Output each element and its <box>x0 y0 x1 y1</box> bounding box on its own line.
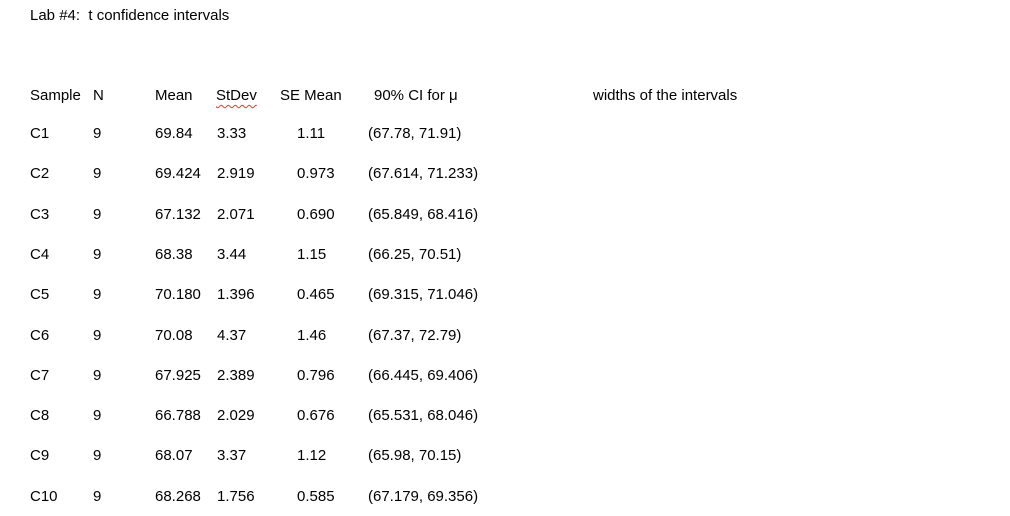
cell-ci: (67.78, 71.91) <box>368 125 462 142</box>
cell-stdev: 2.029 <box>217 407 255 425</box>
cell-stdev: 3.33 <box>217 125 247 142</box>
table-row-c4: C4 9 68.38 3.44 1.15 (66.25, 70.51) <box>0 245 1010 265</box>
cell-sample: C1 <box>30 125 50 142</box>
cell-n: 9 <box>93 366 102 384</box>
cell-sample: C8 <box>30 407 50 425</box>
cell-mean: 68.268 <box>155 487 201 505</box>
cell-se-mean: 0.973 <box>297 165 335 183</box>
table-row-c5: C5 9 70.180 1.396 0.465 (69.315, 71.046) <box>0 285 1010 305</box>
cell-se-mean: 1.11 <box>297 125 326 142</box>
cell-ci: (66.25, 70.51) <box>368 245 462 263</box>
table-row-c8: C8 9 66.788 2.029 0.676 (65.531, 68.046) <box>0 406 1010 426</box>
header-se-mean: SE Mean <box>280 87 342 104</box>
header-sample: Sample <box>30 87 81 104</box>
cell-ci: (65.98, 70.15) <box>368 447 462 465</box>
cell-mean: 68.07 <box>155 447 193 465</box>
cell-n: 9 <box>93 205 102 223</box>
cell-se-mean: 1.46 <box>297 326 327 344</box>
cell-sample: C9 <box>30 447 50 465</box>
table-row-c3: C3 9 67.132 2.071 0.690 (65.849, 68.416) <box>0 205 1010 225</box>
cell-stdev: 2.389 <box>217 366 255 384</box>
cell-n: 9 <box>93 286 102 304</box>
cell-ci: (67.179, 69.356) <box>368 487 479 505</box>
cell-sample: C7 <box>30 366 50 384</box>
cell-mean: 69.424 <box>155 165 201 183</box>
cell-se-mean: 1.15 <box>297 245 327 263</box>
cell-se-mean: 1.12 <box>297 447 327 465</box>
cell-mean: 67.132 <box>155 205 201 223</box>
header-stdev: StDev <box>216 87 257 104</box>
cell-stdev: 1.756 <box>217 487 255 505</box>
cell-n: 9 <box>93 326 102 344</box>
annotation-widths-of-intervals: widths of the intervals <box>593 87 738 104</box>
cell-se-mean: 0.690 <box>297 205 335 223</box>
cell-se-mean: 0.585 <box>297 487 335 505</box>
table-row-c7: C7 9 67.925 2.389 0.796 (66.445, 69.406) <box>0 366 1010 386</box>
cell-sample: C6 <box>30 326 50 344</box>
table-row-c6: C6 9 70.08 4.37 1.46 (67.37, 72.79) <box>0 326 1010 346</box>
header-mean: Mean <box>155 87 193 104</box>
table-row-c1: C1 9 69.84 3.33 1.11 (67.78, 71.91) <box>0 124 1010 144</box>
cell-sample: C5 <box>30 286 50 304</box>
cell-se-mean: 0.465 <box>297 286 335 304</box>
document-title: Lab #4: t confidence intervals <box>30 7 230 24</box>
cell-sample: C10 <box>30 487 58 505</box>
cell-ci: (66.445, 69.406) <box>368 366 479 384</box>
cell-sample: C2 <box>30 165 50 183</box>
cell-mean: 68.38 <box>155 245 193 263</box>
cell-stdev: 3.37 <box>217 447 247 465</box>
cell-se-mean: 0.796 <box>297 366 335 384</box>
cell-ci: (69.315, 71.046) <box>368 286 479 304</box>
cell-n: 9 <box>93 165 102 183</box>
cell-ci: (65.531, 68.046) <box>368 407 479 425</box>
cell-mean: 70.08 <box>155 326 193 344</box>
cell-n: 9 <box>93 407 102 425</box>
table-row-c2: C2 9 69.424 2.919 0.973 (67.614, 71.233) <box>0 164 1010 184</box>
table-row-c9: C9 9 68.07 3.37 1.12 (65.98, 70.15) <box>0 446 1010 466</box>
cell-n: 9 <box>93 447 102 465</box>
cell-mean: 67.925 <box>155 366 201 384</box>
cell-mean: 70.180 <box>155 286 201 304</box>
cell-mean: 66.788 <box>155 407 201 425</box>
cell-ci: (65.849, 68.416) <box>368 205 479 223</box>
cell-stdev: 4.37 <box>217 326 247 344</box>
cell-ci: (67.37, 72.79) <box>368 326 462 344</box>
cell-sample: C4 <box>30 245 50 263</box>
header-n: N <box>93 87 104 104</box>
cell-n: 9 <box>93 487 102 505</box>
table-header-row: Sample N Mean StDev SE Mean 90% CI for μ… <box>0 86 1010 106</box>
cell-se-mean: 0.676 <box>297 407 335 425</box>
header-90pct-ci: 90% CI for μ <box>374 87 458 104</box>
cell-stdev: 2.919 <box>217 165 255 183</box>
table-row-c10: C10 9 68.268 1.756 0.585 (67.179, 69.356) <box>0 487 1010 507</box>
cell-ci: (67.614, 71.233) <box>368 165 479 183</box>
cell-stdev: 2.071 <box>217 205 255 223</box>
cell-stdev: 1.396 <box>217 286 255 304</box>
cell-sample: C3 <box>30 205 50 223</box>
cell-n: 9 <box>93 125 102 142</box>
cell-n: 9 <box>93 245 102 263</box>
cell-mean: 69.84 <box>155 125 193 142</box>
cell-stdev: 3.44 <box>217 245 247 263</box>
